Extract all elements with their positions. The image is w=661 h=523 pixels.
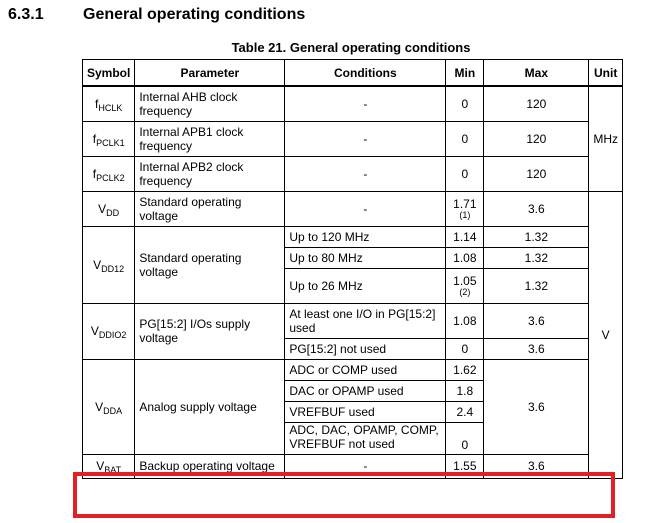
- max-cell: 3.6: [483, 453, 590, 479]
- table-row-fhclk: fHCLK Internal AHB clock frequency - 0 1…: [81, 85, 624, 192]
- table-row-vdd12-sub: Up to 26 MHz 1.05 (2) 1.32: [83, 267, 623, 304]
- max-cell: 120: [483, 120, 590, 157]
- conditions-cell: ADC, DAC, OPAMP, COMP, VREFBUF not used: [284, 421, 447, 455]
- symbol-cell: VDDA: [81, 358, 136, 455]
- parameter-cell: PG[15:2] I/Os supply voltage: [134, 302, 286, 360]
- conditions-cell: Up to 80 MHz: [284, 246, 447, 269]
- table-row-vdda: VDDA Analog supply voltage ADC or COMP u…: [81, 358, 623, 455]
- min-cell: 0: [445, 85, 485, 122]
- section-number: 6.3.1: [8, 6, 44, 23]
- symbol-cell: VDDIO2: [81, 302, 136, 360]
- max-cell: 120: [483, 155, 590, 192]
- parameter-cell: Standard operating voltage: [134, 190, 286, 227]
- symbol-cell: fPCLK2: [81, 155, 136, 192]
- symbol-cell: VDD: [81, 190, 136, 227]
- min-cell: 1.55: [445, 453, 485, 479]
- symbol-cell: VBAT: [81, 453, 136, 479]
- max-cell: 1.32: [483, 225, 590, 248]
- min-cell: 0: [445, 155, 485, 192]
- min-cell: 1.08: [445, 246, 485, 269]
- max-cell: 1.32: [483, 267, 590, 304]
- parameter-cell: Internal APB2 clock frequency: [134, 155, 286, 192]
- conditions-cell: Up to 26 MHz: [284, 267, 447, 304]
- symbol-cell: fHCLK: [81, 85, 136, 122]
- min-cell: 1.08: [445, 302, 485, 339]
- header-max: Max: [483, 59, 590, 87]
- general-operating-conditions-table: Symbol Parameter Conditions Min Max Unit…: [81, 59, 624, 479]
- parameter-cell: Backup operating voltage: [134, 453, 286, 479]
- max-cell: 3.6: [483, 358, 590, 455]
- header-min: Min: [445, 59, 485, 87]
- parameter-cell: Internal APB1 clock frequency: [134, 120, 286, 157]
- unit-cell-v: V: [588, 190, 624, 479]
- min-cell: 1.8: [445, 379, 485, 402]
- table-header-row: Symbol Parameter Conditions Min Max Unit: [81, 59, 624, 87]
- conditions-cell: At least one I/O in PG[15:2] used: [284, 302, 447, 339]
- min-cell: 2.4: [445, 400, 485, 423]
- min-cell: 0: [445, 337, 485, 360]
- conditions-cell: -: [284, 453, 447, 479]
- header-parameter: Parameter: [134, 59, 286, 87]
- max-cell: 1.32: [483, 246, 590, 269]
- table-row-vddio2: VDDIO2 PG[15:2] I/Os supply voltage At l…: [81, 302, 623, 360]
- max-cell: 120: [483, 85, 590, 122]
- conditions-cell: VREFBUF used: [284, 400, 447, 423]
- conditions-cell: -: [284, 85, 447, 122]
- symbol-cell: fPCLK1: [81, 120, 136, 157]
- symbol-cell: VDD12: [81, 225, 136, 304]
- footnote-ref: (2): [459, 287, 471, 297]
- conditions-cell: ADC or COMP used: [284, 358, 447, 381]
- table-row-vdd12: VDD12 Standard operating voltage Up to 1…: [81, 225, 623, 304]
- header-unit: Unit: [588, 59, 624, 87]
- table-row-vdda-sub: ADC, DAC, OPAMP, COMP, VREFBUF not used …: [83, 421, 623, 455]
- table-row-fpclk1: fPCLK1 Internal APB1 clock frequency - 0…: [81, 120, 623, 157]
- vbat-highlight-box: [73, 472, 615, 518]
- conditions-cell: -: [284, 120, 447, 157]
- min-cell: 1.14: [445, 225, 485, 248]
- header-conditions: Conditions: [284, 59, 447, 87]
- table-row-vdd: VDD Standard operating voltage - 1.71 (1)…: [81, 190, 624, 479]
- min-cell: 1.62: [445, 358, 485, 381]
- table-row-vdda-sub: VREFBUF used 2.4: [83, 400, 623, 423]
- parameter-cell: Internal AHB clock frequency: [134, 85, 286, 122]
- table-caption: Table 21. General operating conditions: [231, 40, 471, 55]
- header-symbol: Symbol: [81, 59, 136, 87]
- min-cell: 1.05 (2): [445, 267, 485, 304]
- footnote-ref: (1): [459, 210, 471, 220]
- min-cell: 1.71 (1): [445, 190, 485, 227]
- table-row-fpclk2: fPCLK2 Internal APB2 clock frequency - 0…: [81, 155, 623, 192]
- parameter-cell: Standard operating voltage: [134, 225, 286, 304]
- min-cell: 0: [445, 120, 485, 157]
- conditions-cell: -: [284, 190, 447, 227]
- unit-cell-mhz: MHz: [588, 85, 624, 192]
- table-row-vbat: VBAT Backup operating voltage - 1.55 3.6: [81, 453, 623, 479]
- max-cell: 3.6: [483, 190, 590, 227]
- conditions-cell: DAC or OPAMP used: [284, 379, 447, 402]
- conditions-cell: -: [284, 155, 447, 192]
- conditions-cell: Up to 120 MHz: [284, 225, 447, 248]
- max-cell: 3.6: [483, 337, 590, 360]
- parameter-cell: Analog supply voltage: [134, 358, 286, 455]
- min-cell: 0: [445, 421, 485, 455]
- conditions-cell: PG[15:2] not used: [284, 337, 447, 360]
- max-cell: 3.6: [483, 302, 590, 339]
- section-title: General operating conditions: [83, 6, 306, 23]
